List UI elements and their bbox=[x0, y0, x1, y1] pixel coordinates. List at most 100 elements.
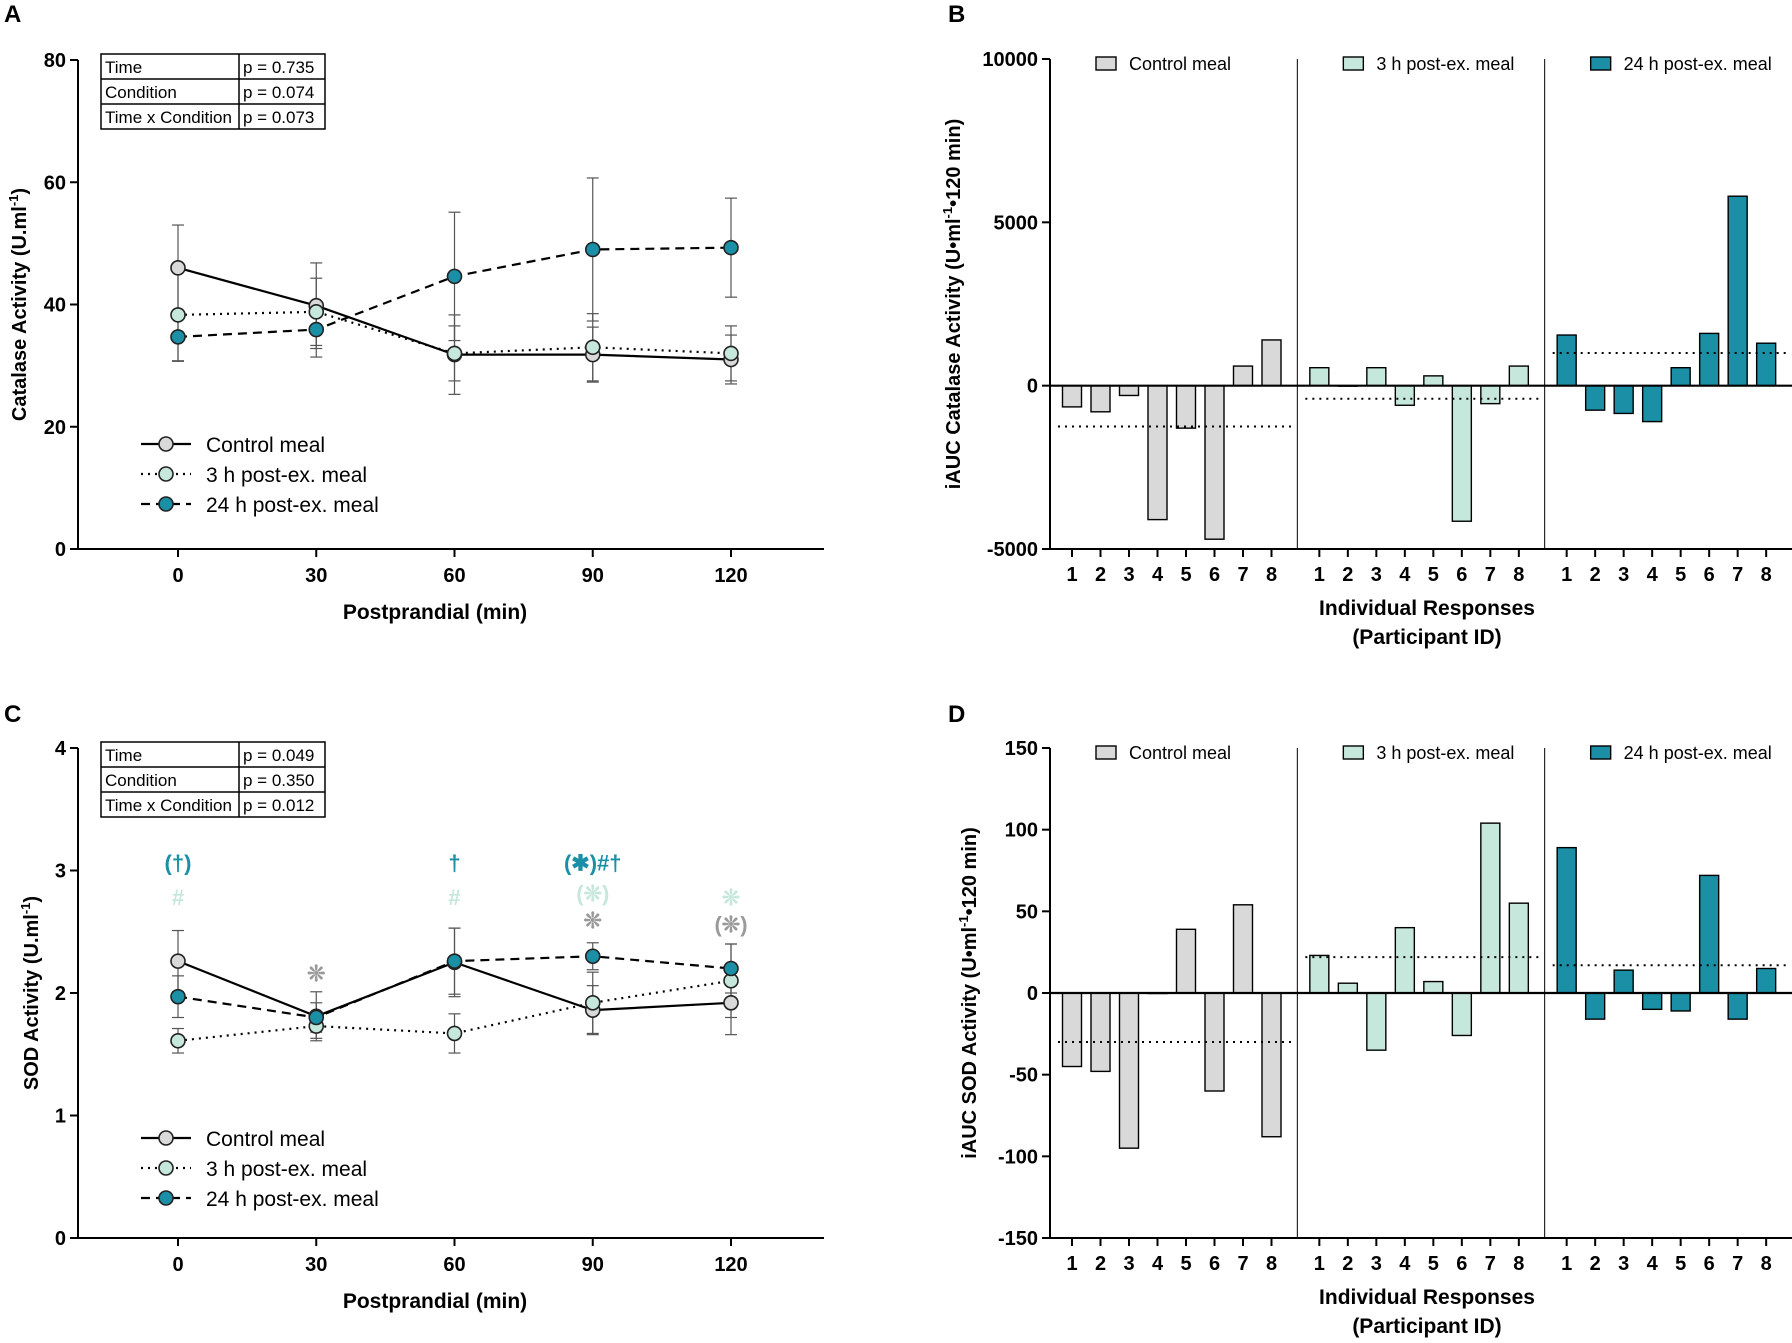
x-tick-label: 7 bbox=[1732, 564, 1743, 586]
legend-label: 3 h post-ex. meal bbox=[206, 1158, 367, 1181]
bar-post3 bbox=[1394, 926, 1416, 994]
data-point-post3 bbox=[584, 339, 601, 356]
bar-control bbox=[1061, 384, 1083, 408]
bar-control bbox=[1061, 992, 1083, 1068]
y-tick-label: 1 bbox=[55, 1106, 66, 1128]
x-tick-label: 7 bbox=[1485, 1253, 1496, 1275]
y-tick-label: 0 bbox=[55, 1228, 66, 1250]
bar-post3 bbox=[1508, 365, 1530, 387]
data-point-post24 bbox=[308, 1009, 325, 1026]
x-tick-label: 6 bbox=[1704, 564, 1715, 586]
legend-label: Control meal bbox=[206, 1128, 325, 1151]
x-tick-label: 120 bbox=[714, 565, 747, 587]
stats-table bbox=[100, 53, 326, 130]
bar-control bbox=[1261, 992, 1282, 1138]
x-tick-label: 1 bbox=[1314, 564, 1325, 586]
x-axis-title-line2: (Participant ID) bbox=[1352, 1315, 1501, 1338]
data-point-post24 bbox=[446, 953, 463, 969]
stats-label: Condition bbox=[105, 771, 177, 790]
significance-marker: (†) bbox=[165, 851, 192, 876]
x-tick-label: 1 bbox=[1066, 1253, 1077, 1275]
y-tick-label: 0 bbox=[1027, 376, 1038, 398]
y-tick-label: 3 bbox=[55, 861, 66, 883]
x-tick-label: 60 bbox=[443, 1254, 465, 1276]
legend-marker-post24 bbox=[158, 1190, 174, 1206]
significance-marker: # bbox=[448, 885, 460, 910]
stats-p-value: p = 0.049 bbox=[243, 746, 314, 765]
panel-c-sod-line-chart: C 0 1 2 3 4 0 30 60 90 120 Postprandial (min) SOD Ac… bbox=[4, 701, 824, 1313]
y-axis-title: iAUC Catalase Activity (U•ml-1•120 min) bbox=[940, 119, 965, 490]
bar-post24 bbox=[1556, 334, 1577, 387]
stats-p-value: p = 0.074 bbox=[243, 83, 314, 102]
legend-swatch-post24 bbox=[1589, 745, 1612, 760]
data-point-post3 bbox=[446, 1025, 463, 1042]
x-tick-label: 3 bbox=[1618, 1253, 1629, 1275]
legend-marker-post24 bbox=[158, 496, 174, 512]
bar-post24 bbox=[1641, 992, 1663, 1011]
x-tick-label: 8 bbox=[1761, 1253, 1772, 1275]
x-tick-label: 7 bbox=[1237, 1253, 1248, 1275]
bar-post3 bbox=[1423, 980, 1444, 994]
legend-label: Control meal bbox=[1129, 743, 1231, 763]
bar-post24 bbox=[1584, 992, 1606, 1020]
bar-post3 bbox=[1309, 367, 1330, 387]
x-tick-label: 6 bbox=[1704, 1253, 1715, 1275]
legend-label: 24 h post-ex. meal bbox=[206, 494, 379, 517]
data-point-post24 bbox=[308, 321, 325, 338]
x-axis-title: Postprandial (min) bbox=[343, 601, 527, 624]
bar-control bbox=[1232, 365, 1254, 387]
bar-control bbox=[1204, 992, 1225, 1092]
bar-post3 bbox=[1508, 902, 1530, 994]
bar-post3 bbox=[1337, 982, 1359, 994]
stats-label: Time bbox=[105, 746, 142, 765]
bar-post3 bbox=[1366, 992, 1387, 1051]
y-tick-label: -50 bbox=[1009, 1065, 1038, 1087]
x-tick-label: 7 bbox=[1237, 564, 1248, 586]
bar-post24 bbox=[1698, 332, 1720, 387]
x-axis-title-line2: (Participant ID) bbox=[1352, 626, 1501, 649]
bar-control bbox=[1261, 339, 1282, 387]
y-tick-label: 2 bbox=[55, 983, 66, 1005]
x-tick-label: 5 bbox=[1428, 564, 1439, 586]
stats-p-value: p = 0.350 bbox=[243, 771, 314, 790]
significance-marker: † bbox=[448, 851, 460, 876]
y-axis-title: SOD Activity (U.ml-1) bbox=[18, 896, 43, 1090]
x-tick-label: 2 bbox=[1342, 564, 1353, 586]
bar-control bbox=[1090, 992, 1111, 1073]
bar-post24 bbox=[1698, 874, 1720, 994]
data-point-post24 bbox=[584, 948, 601, 965]
x-tick-label: 2 bbox=[1095, 564, 1106, 586]
bar-control bbox=[1204, 384, 1225, 540]
x-tick-label: 8 bbox=[1513, 564, 1524, 586]
data-point-post3 bbox=[170, 307, 186, 323]
x-tick-label: 5 bbox=[1675, 564, 1686, 586]
y-tick-label: 50 bbox=[1016, 901, 1038, 923]
bar-post24 bbox=[1727, 195, 1748, 387]
y-tick-label: 100 bbox=[1005, 820, 1038, 842]
bar-post3 bbox=[1423, 375, 1444, 387]
y-tick-label: 80 bbox=[44, 50, 66, 72]
legend-label: 24 h post-ex. meal bbox=[206, 1188, 379, 1211]
bar-post3 bbox=[1309, 954, 1330, 994]
stats-table bbox=[100, 741, 326, 818]
x-tick-label: 2 bbox=[1590, 1253, 1601, 1275]
x-tick-label: 0 bbox=[172, 1254, 183, 1276]
legend-label: Control meal bbox=[1129, 54, 1231, 74]
x-tick-label: 3 bbox=[1618, 564, 1629, 586]
y-axis-title: Catalase Activity (U.ml-1) bbox=[6, 188, 31, 421]
series-line-post3 bbox=[177, 310, 732, 355]
legend-label: 3 h post-ex. meal bbox=[1376, 743, 1514, 763]
data-point-post24 bbox=[170, 329, 186, 345]
stats-label: Time x Condition bbox=[105, 108, 232, 127]
legend-swatch-post24 bbox=[1589, 56, 1612, 71]
data-point-post3 bbox=[446, 345, 463, 362]
data-point-post24 bbox=[446, 268, 463, 285]
x-tick-label: 6 bbox=[1209, 1253, 1220, 1275]
legend-label: Control meal bbox=[206, 434, 325, 457]
x-tick-label: 6 bbox=[1456, 1253, 1467, 1275]
x-tick-label: 8 bbox=[1761, 564, 1772, 586]
stats-label: Time x Condition bbox=[105, 796, 232, 815]
bar-post3 bbox=[1394, 384, 1416, 406]
legend-marker-post3 bbox=[158, 466, 174, 482]
